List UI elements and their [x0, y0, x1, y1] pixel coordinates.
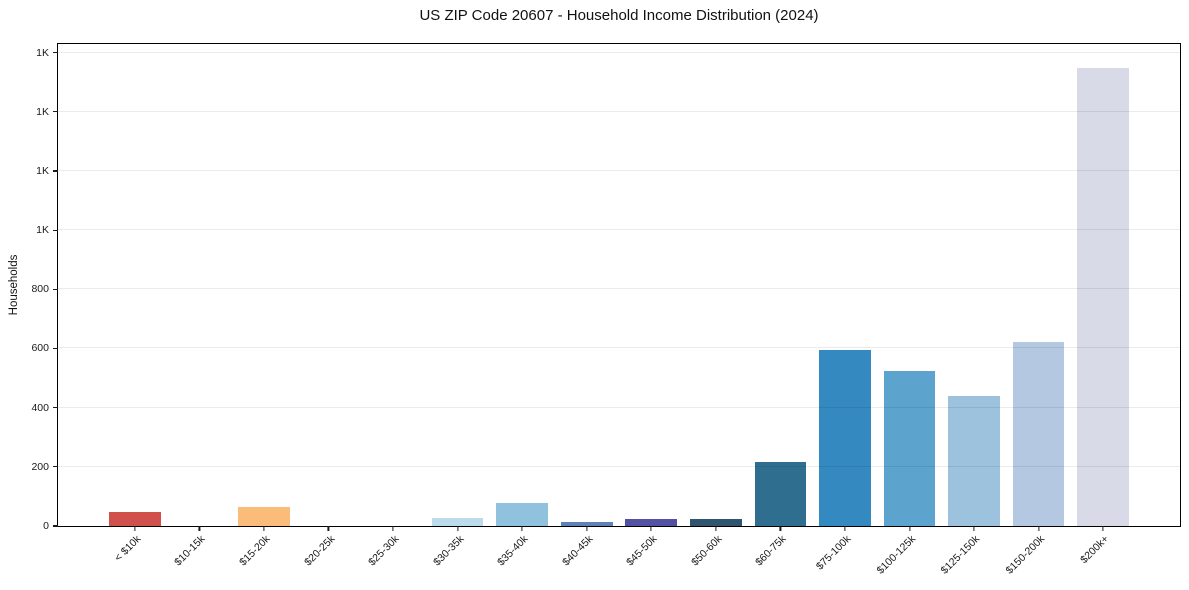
bar-50-60k — [690, 519, 742, 526]
x-tick-label: $15-20k — [237, 533, 273, 569]
y-tick-mark — [53, 407, 58, 409]
x-tick-mark — [134, 526, 136, 531]
plot-area: 0 200 400 600 800 1K 1K 1K 1K < $10k $10-15k $15-2… — [31, 43, 1181, 577]
gridline — [58, 169, 1180, 171]
gridline — [58, 288, 1180, 290]
y-tick-mark — [53, 466, 58, 468]
x-tick-mark — [263, 526, 265, 531]
y-axis-label: Households — [8, 254, 20, 316]
x-tick-label: $40-45k — [559, 533, 596, 569]
x-tick-mark — [650, 526, 652, 531]
y-tick-mark — [53, 525, 58, 527]
bar-15-20k — [238, 507, 290, 526]
y-tick-mark — [53, 170, 58, 172]
gridline — [58, 347, 1180, 349]
x-tick-mark — [521, 526, 523, 531]
x-tick-mark — [586, 526, 588, 531]
bar-35-40k — [496, 503, 548, 526]
x-tick-mark — [1102, 526, 1104, 531]
x-tick-mark — [457, 526, 459, 531]
y-tick-mark — [53, 229, 58, 231]
x-tick-mark — [779, 526, 781, 531]
x-tick-mark — [973, 526, 975, 531]
bar-75-100k — [819, 349, 871, 526]
x-tick-label: $200k+ — [1078, 533, 1112, 567]
chart-title: US ZIP Code 20607 - Household Income Dis… — [419, 7, 819, 24]
x-tick-mark — [715, 526, 717, 531]
y-tick-mark — [53, 347, 58, 350]
bar-100-125k — [883, 370, 936, 526]
x-tick-mark — [1038, 526, 1040, 531]
x-tick-mark — [327, 526, 330, 531]
x-tick-label: $60-75k — [753, 533, 789, 569]
y-tick-label: 400 — [31, 401, 49, 414]
x-tick-label: $35-40k — [495, 533, 531, 569]
x-tick-label: $125-150k — [938, 533, 983, 577]
x-tick-label: $25-30k — [366, 533, 402, 569]
bar-125-150k — [948, 396, 1000, 526]
x-tick-label: $30-35k — [430, 533, 467, 569]
x-tick-label: < $10k — [112, 533, 144, 564]
y-tick-label: 200 — [31, 460, 49, 473]
x-tick-label: $20-25k — [301, 533, 337, 569]
bar-60-75k — [754, 462, 807, 526]
y-tick-label: 600 — [31, 342, 49, 355]
y-tick-label: 1K — [36, 46, 49, 59]
x-tick-mark — [198, 526, 200, 531]
gridline — [58, 229, 1180, 231]
x-tick-label: $150-200k — [1003, 533, 1048, 577]
gridline — [58, 406, 1180, 408]
x-tick-mark — [392, 526, 394, 531]
bar-40-45k — [560, 521, 613, 526]
y-tick-label: 1K — [36, 105, 49, 118]
gridline — [58, 51, 1180, 53]
bar-10k — [109, 512, 161, 526]
x-tick-label: $45-50k — [624, 533, 660, 569]
gridline — [58, 465, 1180, 467]
y-tick-label: 1K — [36, 164, 49, 177]
x-tick-label: $100-125k — [874, 533, 919, 577]
bar-200k — [1077, 67, 1129, 526]
y-tick-mark — [53, 51, 58, 54]
y-tick-label: 0 — [43, 520, 49, 532]
bar-30-35k — [431, 518, 484, 526]
x-tick-mark — [908, 526, 911, 531]
x-tick-label: $10-15k — [172, 533, 208, 569]
y-tick-mark — [53, 288, 58, 290]
y-tick-label: 800 — [31, 283, 49, 296]
bar-45-50k — [625, 518, 678, 526]
x-tick-label: $50-60k — [689, 533, 725, 569]
x-tick-label: $75-100k — [813, 533, 854, 573]
bar-150-200k — [1012, 341, 1065, 526]
gridline — [58, 110, 1180, 112]
y-tick-label: 1K — [36, 224, 49, 237]
y-tick-mark — [53, 111, 58, 113]
x-tick-mark — [844, 526, 846, 531]
